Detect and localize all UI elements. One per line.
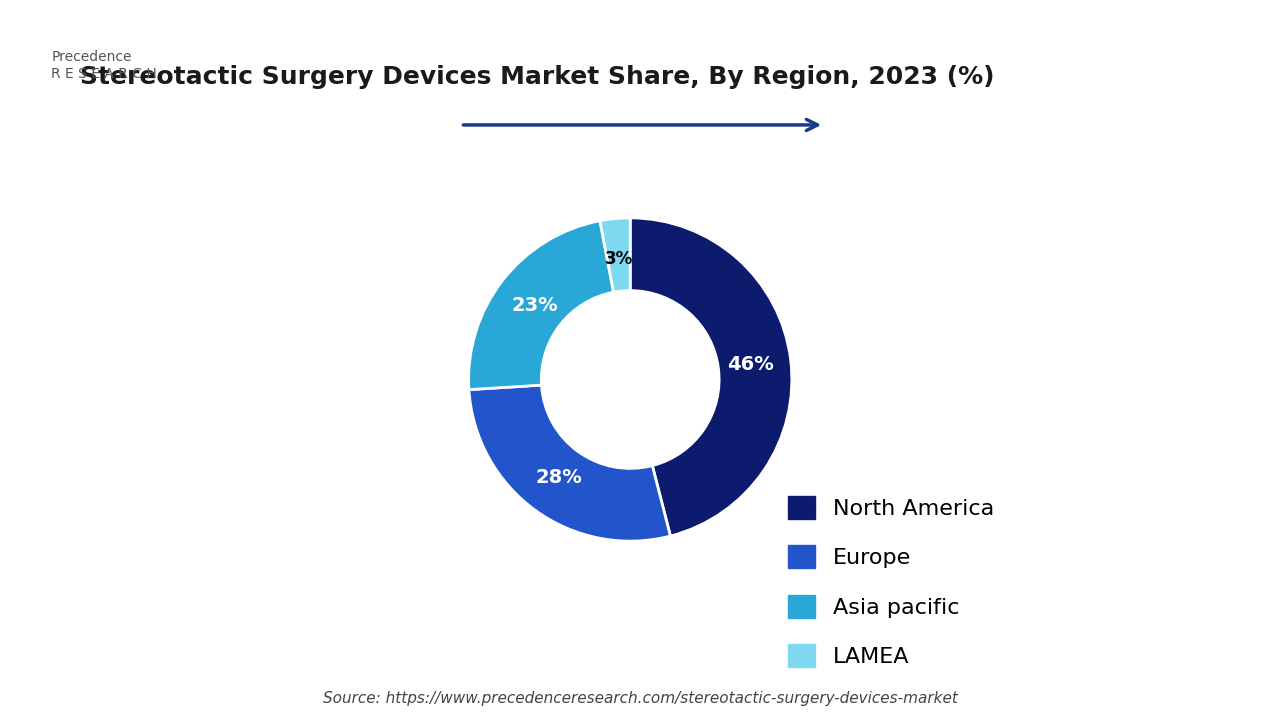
Wedge shape xyxy=(468,221,613,390)
Text: Precedence
R E S E A R C H: Precedence R E S E A R C H xyxy=(51,50,157,81)
Wedge shape xyxy=(630,218,792,536)
Text: 46%: 46% xyxy=(727,355,774,374)
Text: 28%: 28% xyxy=(535,468,582,487)
Wedge shape xyxy=(600,218,630,292)
Legend: North America, Europe, Asia pacific, LAMEA: North America, Europe, Asia pacific, LAM… xyxy=(780,487,1004,676)
Text: 23%: 23% xyxy=(511,296,558,315)
Text: Stereotactic Surgery Devices Market Share, By Region, 2023 (%): Stereotactic Surgery Devices Market Shar… xyxy=(81,65,995,89)
Text: Source: https://www.precedenceresearch.com/stereotactic-surgery-devices-market: Source: https://www.precedenceresearch.c… xyxy=(323,690,957,706)
Circle shape xyxy=(541,291,719,469)
Wedge shape xyxy=(468,385,671,541)
Text: 3%: 3% xyxy=(604,250,632,268)
